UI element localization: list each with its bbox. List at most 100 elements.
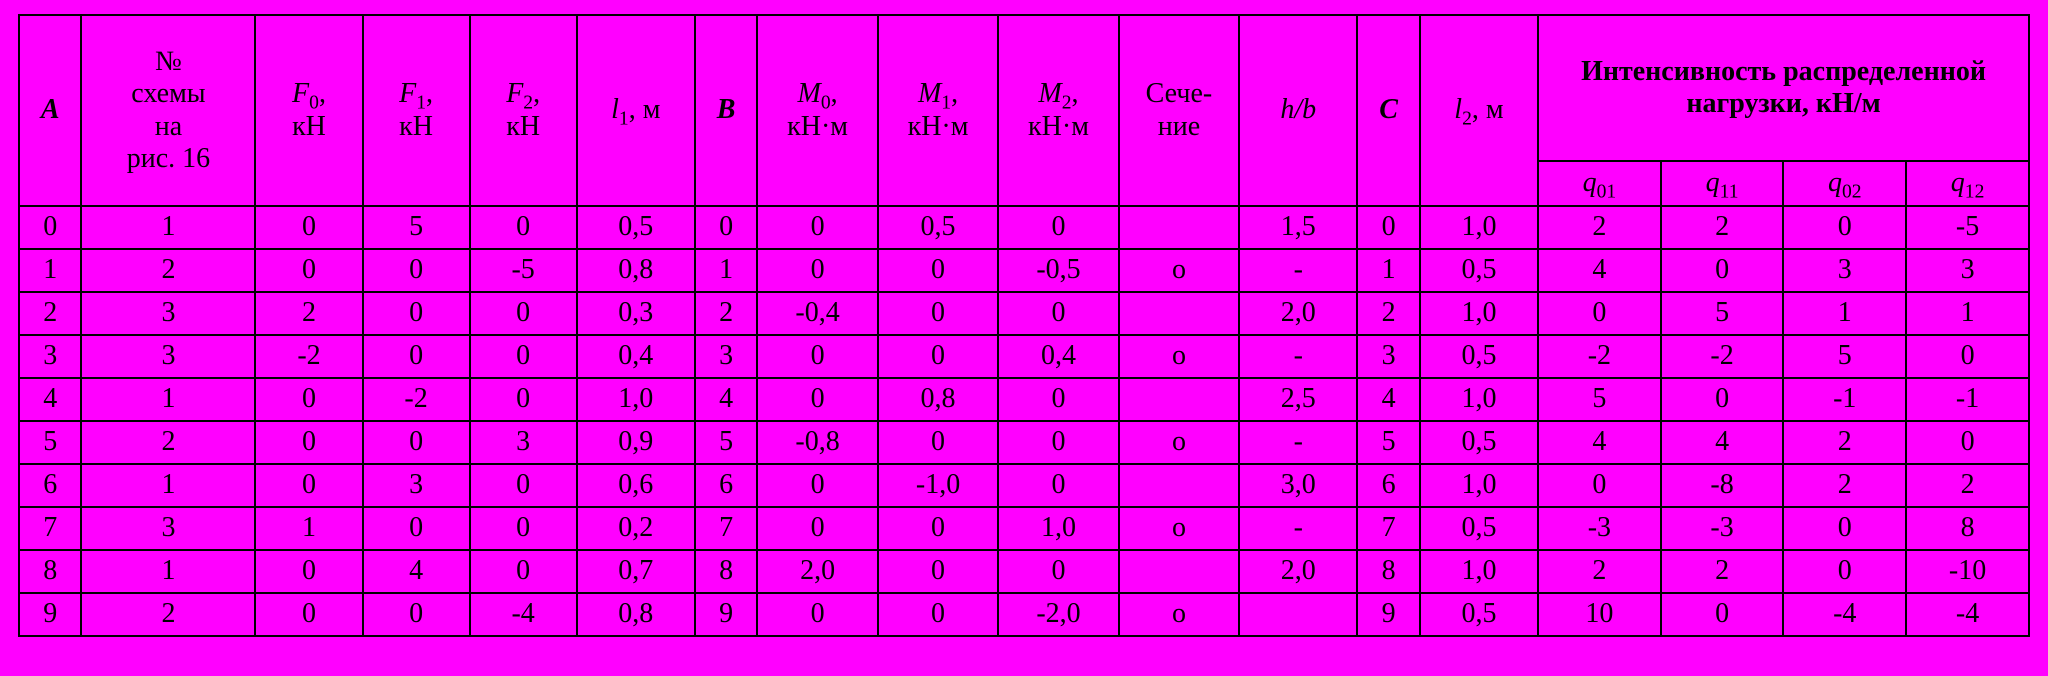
- cell: 0,8: [878, 378, 998, 421]
- cell: 4: [695, 378, 757, 421]
- cell: 9: [695, 593, 757, 636]
- cell: -: [1239, 421, 1357, 464]
- cell: 1: [1783, 292, 1906, 335]
- col-header-hb: h/b: [1239, 15, 1357, 206]
- cell: 0: [998, 421, 1118, 464]
- col-header-q02: q02: [1783, 161, 1906, 206]
- cell: 0: [1906, 335, 2029, 378]
- cell: 0: [363, 292, 470, 335]
- cell: 0,5: [878, 206, 998, 249]
- cell: 1,0: [1420, 378, 1538, 421]
- cell: 0: [757, 249, 877, 292]
- cell: -1: [1906, 378, 2029, 421]
- cell: 2: [1538, 550, 1661, 593]
- cell: 8: [19, 550, 81, 593]
- cell: 0: [470, 550, 577, 593]
- cell: 6: [1357, 464, 1419, 507]
- cell: 0: [878, 593, 998, 636]
- cell: 0: [363, 421, 470, 464]
- cell: 2: [695, 292, 757, 335]
- cell: 9: [1357, 593, 1419, 636]
- cell: -2: [363, 378, 470, 421]
- cell: 7: [695, 507, 757, 550]
- cell: 0: [470, 206, 577, 249]
- cell: 0,2: [577, 507, 695, 550]
- cell: 0: [363, 249, 470, 292]
- cell: 0: [998, 550, 1118, 593]
- cell: 1: [81, 378, 255, 421]
- cell: 5: [363, 206, 470, 249]
- cell: -3: [1661, 507, 1784, 550]
- cell: 0: [1538, 292, 1661, 335]
- cell: 3,0: [1239, 464, 1357, 507]
- col-header-A: А: [19, 15, 81, 206]
- cell: 0,5: [1420, 507, 1538, 550]
- cell: 0: [1538, 464, 1661, 507]
- cell: -5: [1906, 206, 2029, 249]
- cell: 0: [757, 335, 877, 378]
- cell: 2,0: [1239, 550, 1357, 593]
- cell: -: [1239, 507, 1357, 550]
- cell: 1: [255, 507, 362, 550]
- col-header-C: С: [1357, 15, 1419, 206]
- col-header-M0: M0,кН·м: [757, 15, 877, 206]
- cell: 0: [757, 507, 877, 550]
- cell: -2,0: [998, 593, 1118, 636]
- cell: 0: [1783, 507, 1906, 550]
- cell: -2: [1661, 335, 1784, 378]
- cell: -0,8: [757, 421, 877, 464]
- cell: 5: [19, 421, 81, 464]
- cell: -3: [1538, 507, 1661, 550]
- cell: 1: [81, 206, 255, 249]
- cell: 0: [470, 507, 577, 550]
- cell: 0: [470, 292, 577, 335]
- cell: 2: [1783, 421, 1906, 464]
- cell: o: [1119, 249, 1239, 292]
- cell: 0: [757, 206, 877, 249]
- cell: -2: [1538, 335, 1661, 378]
- cell: 0: [695, 206, 757, 249]
- cell: [1119, 464, 1239, 507]
- cell: 0: [878, 292, 998, 335]
- col-header-M1: M1,кН·м: [878, 15, 998, 206]
- table-row: 731000,27001,0o-70,5-3-308: [19, 507, 2029, 550]
- cell: 1: [81, 550, 255, 593]
- cell: 3: [81, 507, 255, 550]
- cell: 2: [1538, 206, 1661, 249]
- col-header-intensity-group: Интенсивность распределенной нагрузки, к…: [1538, 15, 2029, 161]
- cell: 2: [1661, 550, 1784, 593]
- cell: 0: [878, 507, 998, 550]
- cell: -0,5: [998, 249, 1118, 292]
- cell: 0,4: [577, 335, 695, 378]
- cell: 6: [695, 464, 757, 507]
- cell: [1239, 593, 1357, 636]
- cell: -4: [1783, 593, 1906, 636]
- parameters-table: А№схемынарис. 16F0,кНF1,кНF2,кНl1, мВM0,…: [18, 14, 2030, 637]
- cell: -10: [1906, 550, 2029, 593]
- table-row: 33-2000,43000,4o-30,5-2-250: [19, 335, 2029, 378]
- cell: o: [1119, 507, 1239, 550]
- cell: 7: [19, 507, 81, 550]
- cell: 9: [19, 593, 81, 636]
- col-header-B: В: [695, 15, 757, 206]
- cell: 1,5: [1239, 206, 1357, 249]
- cell: 0: [757, 593, 877, 636]
- table-row: 232000,32-0,4002,021,00511: [19, 292, 2029, 335]
- cell: 6: [19, 464, 81, 507]
- cell: 2: [81, 593, 255, 636]
- cell: 0,5: [1420, 421, 1538, 464]
- cell: -5: [470, 249, 577, 292]
- col-header-F0: F0,кН: [255, 15, 362, 206]
- cell: 0: [470, 464, 577, 507]
- cell: -0,4: [757, 292, 877, 335]
- cell: 1,0: [998, 507, 1118, 550]
- cell: 0,5: [577, 206, 695, 249]
- cell: 0,7: [577, 550, 695, 593]
- cell: [1119, 378, 1239, 421]
- cell: 0: [998, 206, 1118, 249]
- cell: 0: [363, 335, 470, 378]
- cell: -: [1239, 249, 1357, 292]
- cell: 0,5: [1420, 335, 1538, 378]
- cell: -4: [1906, 593, 2029, 636]
- col-header-q01: q01: [1538, 161, 1661, 206]
